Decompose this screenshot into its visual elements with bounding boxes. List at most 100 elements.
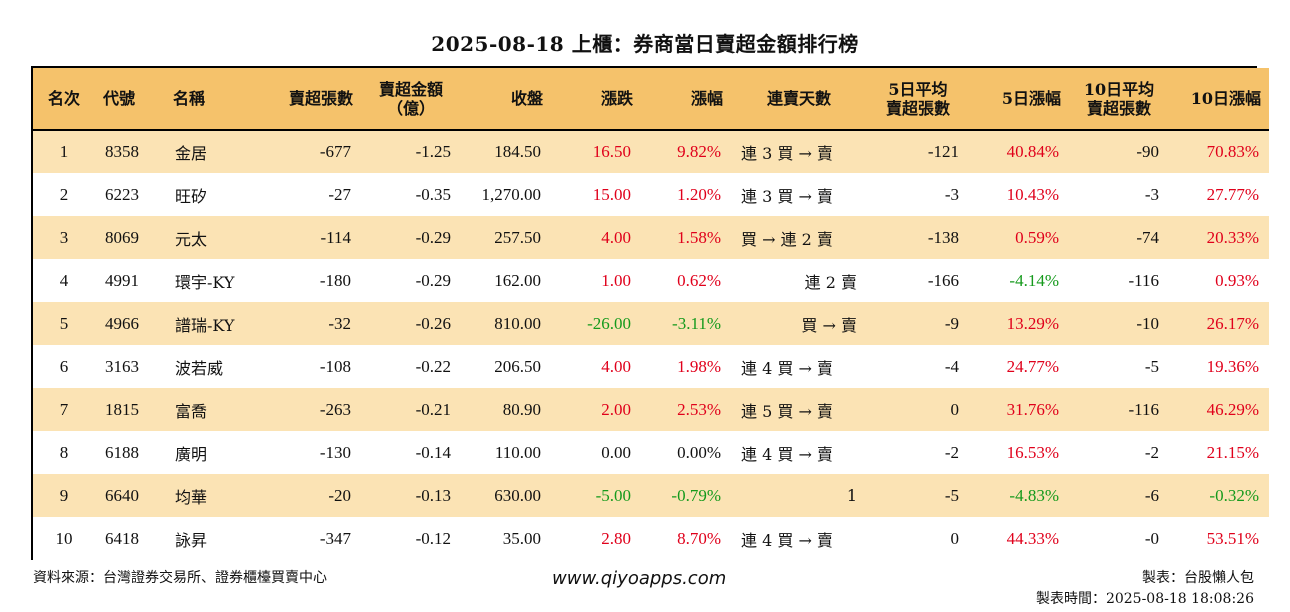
- cell-sell-shares: -20: [328, 485, 351, 505]
- cell-code: 4966: [105, 313, 139, 333]
- header-rank: 名次: [33, 68, 95, 131]
- cell-streak: 1: [846, 486, 857, 505]
- cell-change: 4.00: [601, 356, 631, 376]
- cell-code: 8069: [105, 227, 139, 247]
- cell-change: -26.00: [587, 313, 631, 333]
- header-sell-amount-line1: 賣超金額: [378, 79, 443, 99]
- cell-change: 2.00: [601, 399, 631, 419]
- cell-streak: 連 4 買 → 賣: [741, 444, 833, 464]
- cell-rank: 10: [55, 528, 73, 548]
- made-time: 製表時間：2025-08-18 18:08:26: [1035, 591, 1254, 607]
- cell-pct5: -4.14%: [1009, 270, 1059, 290]
- header-name: 名稱: [165, 68, 261, 131]
- cell-code: 6640: [105, 485, 139, 505]
- header-change-pct: 漲幅: [641, 68, 731, 131]
- cell-code: 3163: [105, 356, 139, 376]
- cell-sell-amount: -0.14: [415, 442, 451, 462]
- cell-code: 6418: [105, 528, 139, 548]
- cell-name: 旺矽: [175, 186, 208, 206]
- header-avg10: 10日平均 賣超張數: [1069, 68, 1169, 131]
- cell-avg5: -138: [927, 227, 959, 247]
- cell-rank: 2: [59, 184, 69, 204]
- cell-sell-amount: -0.21: [415, 399, 451, 419]
- cell-change-pct: 1.98%: [677, 356, 721, 376]
- cell-pct10: 27.77%: [1206, 184, 1259, 204]
- cell-name: 金居: [175, 144, 208, 163]
- cell-close: 110.00: [494, 442, 541, 462]
- cell-close: 810.00: [494, 313, 541, 333]
- cell-streak: 連 4 買 → 賣: [741, 530, 833, 550]
- table-row: 3 8069 元太 -114 -0.29 257.50 4.00 1.58% 買 → 連 2 賣…: [33, 216, 1269, 259]
- cell-rank: 4: [59, 270, 69, 290]
- page-title: 2025-08-18 上櫃：券商當日賣超金額排行榜: [431, 32, 859, 56]
- website-link[interactable]: www.qiyoapps.com: [552, 568, 727, 589]
- cell-pct10: -0.32%: [1209, 485, 1259, 505]
- cell-change: 0.00: [601, 442, 631, 462]
- cell-avg5: -9: [944, 313, 959, 333]
- cell-streak: 買 → 賣: [801, 315, 857, 335]
- cell-streak: 連 4 買 → 賣: [741, 358, 833, 378]
- header-close: 收盤: [461, 68, 551, 131]
- cell-close: 1,270.00: [481, 184, 542, 204]
- cell-pct5: 0.59%: [1015, 227, 1059, 247]
- cell-close: 184.50: [494, 142, 541, 161]
- cell-change-pct: -0.79%: [671, 485, 721, 505]
- cell-avg10: -2: [1144, 442, 1159, 462]
- cell-sell-amount: -0.35: [415, 184, 451, 204]
- cell-pct10: 0.93%: [1215, 270, 1259, 290]
- header-pct5: 5日漲幅: [969, 68, 1069, 131]
- cell-change-pct: 1.58%: [677, 227, 721, 247]
- ranking-table-container: 名次 代號 名稱 賣超張數 賣超金額 （億） 收盤 漲跌 漲幅 連賣天數 5日平…: [31, 66, 1269, 560]
- cell-code: 8358: [105, 142, 139, 161]
- cell-change-pct: 9.82%: [677, 142, 721, 161]
- cell-pct10: 46.29%: [1206, 399, 1259, 419]
- cell-avg10: -3: [1144, 184, 1159, 204]
- cell-avg10: -116: [1128, 270, 1159, 290]
- cell-name: 富喬: [175, 401, 208, 421]
- cell-pct10: 19.36%: [1206, 356, 1259, 376]
- cell-pct5: 24.77%: [1006, 356, 1059, 376]
- cell-pct10: 70.83%: [1206, 142, 1259, 161]
- cell-streak: 連 3 買 → 賣: [741, 186, 833, 206]
- cell-change-pct: 1.20%: [677, 184, 721, 204]
- cell-sell-shares: -27: [328, 184, 351, 204]
- header-sell-shares: 賣超張數: [261, 68, 361, 131]
- table-row: 8 6188 廣明 -130 -0.14 110.00 0.00 0.00% 連 4 買 → 賣…: [33, 431, 1269, 474]
- cell-name: 均華: [175, 487, 208, 507]
- cell-sell-shares: -263: [319, 399, 351, 419]
- cell-avg10: -0: [1144, 528, 1159, 548]
- cell-avg10: -90: [1136, 142, 1159, 161]
- cell-rank: 6: [59, 356, 69, 376]
- header-sell-amount: 賣超金額 （億）: [361, 68, 461, 131]
- cell-code: 4991: [105, 270, 139, 290]
- cell-streak: 連 5 買 → 賣: [741, 401, 833, 421]
- data-source: 資料來源：台灣證券交易所、證券櫃檯買賣中心: [33, 570, 327, 586]
- cell-sell-shares: -130: [319, 442, 351, 462]
- cell-change: 15.00: [592, 184, 631, 204]
- cell-avg5: -3: [944, 184, 959, 204]
- cell-avg10: -6: [1144, 485, 1159, 505]
- cell-sell-amount: -0.29: [415, 270, 451, 290]
- cell-change: 4.00: [601, 227, 631, 247]
- cell-change: 16.50: [592, 142, 631, 161]
- table-body: 1 8358 金居 -677 -1.25 184.50 16.50 9.82% 連 3 買 → …: [33, 130, 1269, 560]
- header-sell-amount-line2: （億）: [386, 98, 435, 118]
- cell-close: 80.90: [502, 399, 541, 419]
- cell-change: 1.00: [601, 270, 631, 290]
- cell-name: 元太: [175, 229, 208, 249]
- cell-close: 162.00: [494, 270, 541, 290]
- cell-rank: 9: [59, 485, 69, 505]
- cell-pct10: 20.33%: [1206, 227, 1259, 247]
- cell-sell-amount: -0.22: [415, 356, 451, 376]
- header-avg5-line2: 賣超張數: [885, 98, 950, 118]
- cell-sell-amount: -1.25: [415, 142, 451, 161]
- cell-avg5: 0: [950, 399, 960, 419]
- cell-avg10: -10: [1136, 313, 1159, 333]
- maker-label: 製表：台股懶人包: [1142, 570, 1254, 586]
- cell-pct10: 21.15%: [1206, 442, 1259, 462]
- cell-sell-shares: -32: [328, 313, 351, 333]
- cell-pct5: 44.33%: [1006, 528, 1059, 548]
- table-row: 2 6223 旺矽 -27 -0.35 1,270.00 15.00 1.20% 連 3 買 →…: [33, 173, 1269, 216]
- header-avg5-line1: 5日平均: [888, 79, 948, 99]
- header-change: 漲跌: [551, 68, 641, 131]
